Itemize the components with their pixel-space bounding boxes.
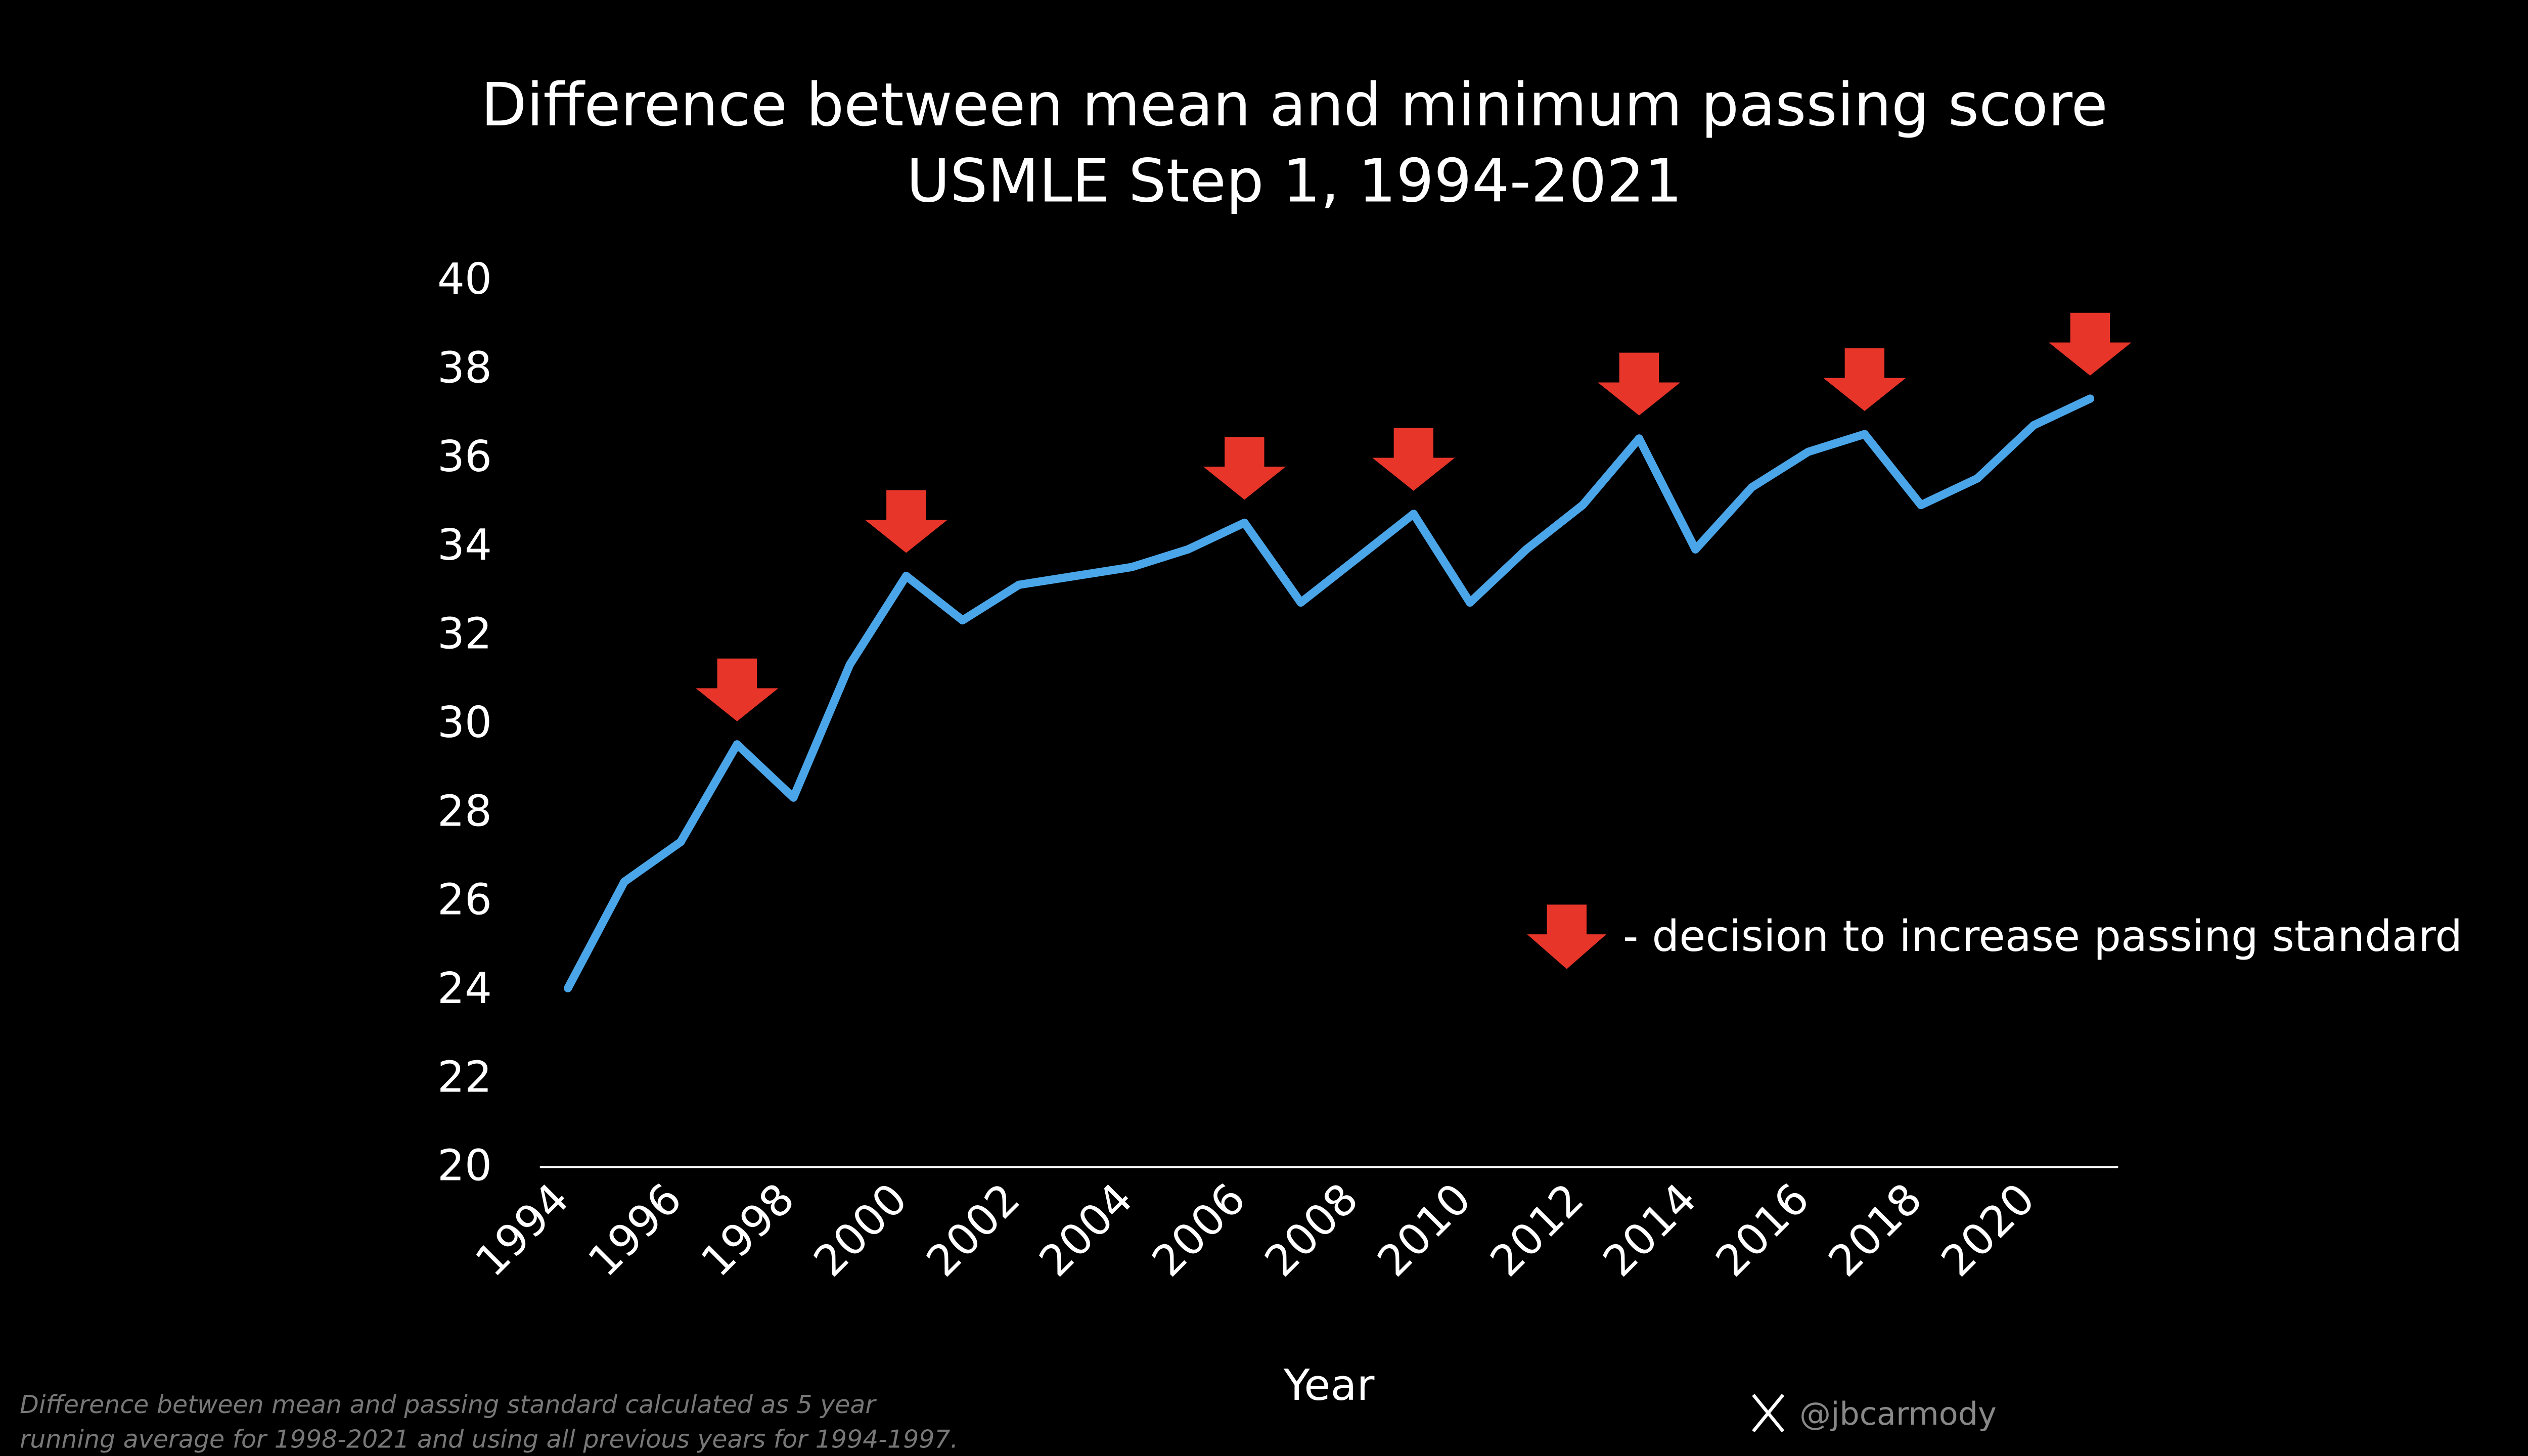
x-tick-label: 2020 [1932,1174,2045,1287]
data-point [1522,545,1530,554]
data-point [1071,572,1079,580]
data-point [2029,421,2038,430]
footnote-line-1: Difference between mean and passing stan… [20,1390,877,1419]
data-point [1917,500,1925,510]
data-point [1860,430,1869,438]
data-point [789,793,798,802]
data-point [1409,510,1418,518]
data-point [1578,500,1587,510]
x-tick-label: 2014 [1594,1174,1706,1287]
y-tick-label: 28 [437,786,492,836]
y-tick-label: 26 [437,875,492,925]
data-point [1296,598,1305,607]
y-tick-label: 24 [437,964,492,1014]
data-point [958,616,967,625]
legend-arrow-icon [1527,904,1607,969]
arrow-down-icon [1823,348,1906,411]
x-tick-label: 2004 [1030,1174,1143,1287]
x-tick-label: 2010 [1368,1174,1481,1287]
data-point [902,572,911,580]
y-tick-label: 22 [437,1052,492,1102]
x-tick-label: 2012 [1481,1174,1594,1287]
series-line [564,394,2095,992]
data-point [1635,434,1644,443]
x-tick-label: 2008 [1255,1174,1368,1287]
x-axis-label: Year [1283,1360,1375,1410]
x-tick-label: 2016 [1706,1174,1819,1287]
y-tick-label: 34 [437,520,492,570]
y-tick-label: 30 [437,698,492,748]
data-point [676,838,685,846]
data-point [845,660,854,669]
legend-text: - decision to increase passing standard [1623,912,2462,962]
data-point [1353,554,1362,563]
data-point [1466,598,1474,607]
data-point [1804,447,1813,456]
arrow-down-icon [2049,312,2132,376]
y-tick-label: 40 [437,254,492,304]
credit-handle[interactable]: @jbcarmody [1799,1395,1997,1432]
data-point [1184,545,1192,554]
y-tick-label: 36 [437,432,492,482]
chart-title: Difference between mean and minimum pass… [481,70,2108,140]
x-tick-label: 2018 [1819,1174,1932,1287]
x-tick-label: 2000 [804,1174,917,1287]
x-tick-label: 1996 [579,1174,692,1287]
arrow-down-icon [696,658,779,721]
data-point [1015,580,1023,589]
legend: - decision to increase passing standard [1527,904,2462,969]
x-logo-icon [1752,1394,1785,1433]
arrow-down-icon [1598,352,1681,416]
data-point [1747,483,1756,492]
data-point [1691,545,1700,554]
chart-subtitle: USMLE Step 1, 1994-2021 [907,146,1682,215]
arrow-down-icon [1372,428,1455,491]
data-point [564,984,572,992]
x-tick-label: 2002 [917,1174,1030,1287]
y-tick-label: 38 [437,343,492,393]
data-point [2086,394,2095,403]
arrow-down-icon [1203,437,1286,500]
data-point [1973,474,1982,483]
y-tick-label: 20 [437,1141,492,1191]
data-point [1127,563,1136,571]
x-tick-label: 2006 [1143,1174,1255,1287]
x-tick-label: 1998 [692,1174,804,1287]
y-tick-label: 32 [437,609,492,659]
data-point [620,878,628,886]
arrow-down-icon [865,490,947,553]
data-point [733,740,741,749]
footnote-line-2: running average for 1998-2021 and using … [20,1425,958,1454]
data-point [1240,518,1249,527]
